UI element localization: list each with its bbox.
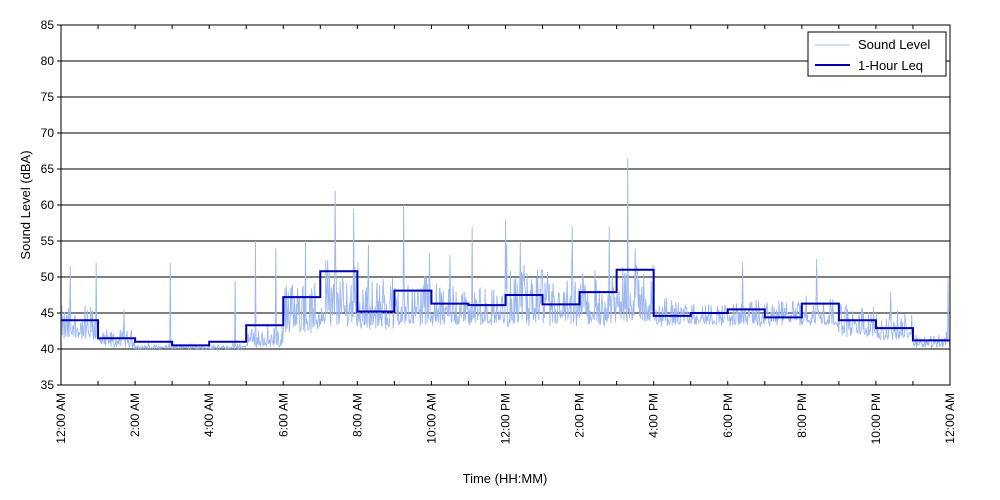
x-tick-label-24: 12:00 AM (943, 393, 957, 444)
x-tick-label-4: 4:00 AM (202, 393, 216, 437)
legend-label-sound-level: Sound Level (858, 37, 930, 52)
y-axis: 35 40 45 50 55 60 65 70 75 80 85 (41, 18, 61, 392)
legend: Sound Level 1-Hour Leq (807, 31, 947, 77)
x-tick-label-12: 12:00 PM (499, 393, 513, 444)
y-tick-label-80: 80 (41, 54, 55, 68)
x-axis-title: Time (HH:MM) (463, 471, 548, 486)
x-tick-label-8: 8:00 AM (350, 393, 364, 437)
leq-step-line (61, 268, 950, 347)
y-tick-label-70: 70 (41, 126, 55, 140)
y-tick-label-50: 50 (41, 270, 55, 284)
x-tick-label-10: 10:00 AM (424, 393, 438, 444)
x-tick-label-14: 2:00 PM (573, 393, 587, 438)
x-tick-label-2: 2:00 AM (128, 393, 142, 437)
x-tick-label-20: 8:00 PM (795, 393, 809, 438)
y-tick-label-40: 40 (41, 342, 55, 356)
series-1-hour-leq (61, 268, 950, 347)
y-tick-label-65: 65 (41, 162, 55, 176)
x-tick-label-22: 10:00 PM (869, 393, 883, 444)
y-tick-label-85: 85 (41, 18, 55, 32)
x-tick-label-0: 12:00 AM (54, 393, 68, 444)
x-axis: 12:00 AM 2:00 AM 4:00 AM 6:00 AM 8:00 AM 10:0… (54, 25, 957, 444)
legend-box (807, 31, 947, 77)
y-tick-label-55: 55 (41, 234, 55, 248)
y-tick-label-35: 35 (41, 378, 55, 392)
y-tick-label-45: 45 (41, 306, 55, 320)
x-tick-label-6: 6:00 AM (276, 393, 290, 437)
x-tick-label-16: 4:00 PM (647, 393, 661, 438)
y-axis-title: Sound Level (dBA) (18, 150, 33, 259)
y-tick-label-75: 75 (41, 90, 55, 104)
x-tick-label-18: 6:00 PM (721, 393, 735, 438)
y-tick-label-60: 60 (41, 198, 55, 212)
legend-label-1-hour-leq: 1-Hour Leq (858, 58, 923, 73)
